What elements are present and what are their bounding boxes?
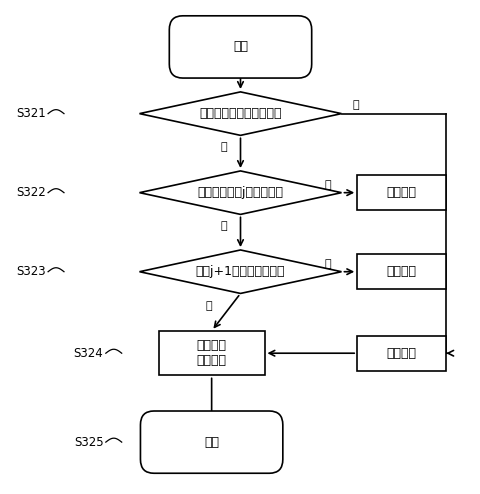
FancyBboxPatch shape <box>356 336 445 370</box>
Text: 是否接收到公交请求信号: 是否接收到公交请求信号 <box>199 107 281 120</box>
Text: 请求删除: 请求删除 <box>386 347 416 360</box>
Text: S323: S323 <box>16 265 46 278</box>
Polygon shape <box>139 92 341 135</box>
Polygon shape <box>139 171 341 214</box>
Text: S321: S321 <box>16 107 46 120</box>
Text: S324: S324 <box>73 347 103 360</box>
Text: S322: S322 <box>16 186 46 199</box>
Polygon shape <box>139 250 341 293</box>
Text: 是: 是 <box>324 180 330 190</box>
FancyBboxPatch shape <box>356 254 445 289</box>
Text: 当前j+1机位是否为绿灯: 当前j+1机位是否为绿灯 <box>195 265 285 278</box>
Text: 否: 否 <box>220 221 227 231</box>
Text: 晚断模块: 晚断模块 <box>386 186 416 199</box>
Text: 早启模块: 早启模块 <box>386 265 416 278</box>
Text: 请求保存
配时不变: 请求保存 配时不变 <box>196 339 226 367</box>
FancyBboxPatch shape <box>169 16 311 78</box>
Text: S325: S325 <box>73 436 103 449</box>
Text: 是: 是 <box>220 142 227 152</box>
Text: 是: 是 <box>324 259 330 269</box>
Text: 否: 否 <box>352 100 359 110</box>
FancyBboxPatch shape <box>356 175 445 210</box>
FancyBboxPatch shape <box>158 331 264 375</box>
Text: 否: 否 <box>205 301 212 311</box>
Text: 当前公交机位j是否为绿灯: 当前公交机位j是否为绿灯 <box>197 186 283 199</box>
Text: 开始: 开始 <box>232 41 248 53</box>
FancyBboxPatch shape <box>140 411 282 473</box>
Text: 结束: 结束 <box>204 436 219 449</box>
